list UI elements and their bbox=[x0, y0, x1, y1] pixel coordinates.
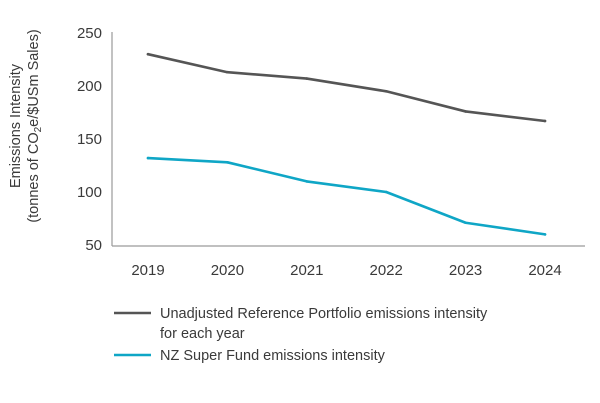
series-1-point bbox=[464, 110, 467, 113]
y-tick-label: 100 bbox=[77, 184, 102, 201]
x-tick-label: 2022 bbox=[370, 262, 403, 279]
y-axis-title-line-2: (tonnes of CO2e/$USm Sales) bbox=[26, 29, 44, 222]
y-tick-label: 200 bbox=[77, 78, 102, 95]
series-1-point bbox=[305, 77, 309, 80]
y-tick-label: 150 bbox=[77, 131, 102, 148]
series-layer bbox=[146, 52, 547, 236]
series-line-1 bbox=[146, 52, 547, 123]
series-2-point bbox=[146, 156, 150, 160]
series-1-point bbox=[543, 119, 547, 123]
series-1-point bbox=[226, 70, 229, 74]
y-tick-label: 50 bbox=[85, 237, 102, 254]
y-axis-title-suffix: e/$USm Sales) bbox=[26, 29, 42, 127]
y-ticks: 250 200 150 100 50 bbox=[77, 25, 102, 254]
series-1-point bbox=[146, 52, 150, 56]
series-2-point bbox=[305, 180, 309, 183]
series-2-point bbox=[384, 190, 388, 194]
x-tick-label: 2024 bbox=[528, 262, 561, 279]
y-axis-title-subscript: 2 bbox=[33, 126, 44, 132]
y-axis-title-prefix: (tonnes of CO bbox=[26, 132, 42, 222]
y-axis-title: Emissions Intensity (tonnes of CO2e/$USm… bbox=[8, 29, 44, 222]
legend-label-1: Unadjusted Reference Portfolio emissions… bbox=[160, 306, 488, 322]
y-tick-label: 250 bbox=[77, 25, 102, 42]
x-tick-label: 2019 bbox=[131, 262, 164, 279]
series-1-point bbox=[384, 90, 388, 93]
series-2-point bbox=[543, 233, 547, 236]
x-tick-label: 2020 bbox=[211, 262, 244, 279]
y-axis-title-line-1: Emissions Intensity bbox=[8, 63, 24, 188]
x-ticks: 2019 2020 2021 2022 2023 2024 bbox=[131, 262, 561, 279]
legend: Unadjusted Reference Portfolio emissions… bbox=[114, 306, 488, 364]
series-line-2 bbox=[146, 156, 547, 236]
series-2-point bbox=[226, 161, 229, 164]
series-2-point bbox=[464, 221, 467, 225]
x-tick-label: 2021 bbox=[290, 262, 323, 279]
x-tick-label: 2023 bbox=[449, 262, 482, 279]
legend-label-2: NZ Super Fund emissions intensity bbox=[160, 348, 386, 364]
legend-label-1: for each year bbox=[160, 326, 245, 342]
